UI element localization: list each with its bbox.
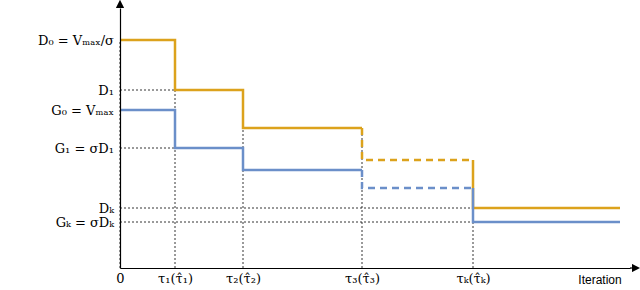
plot-area [120,40,620,222]
y-tick-label: Dₖ [99,201,115,216]
step-line [120,110,362,170]
step-line [120,40,362,128]
y-tick: D₁ [98,83,120,98]
step-line [362,128,473,160]
x-arrow [630,267,636,268]
y-tick-label: G₀ = Vₘₐₓ [51,103,114,118]
y-arrow [119,4,120,8]
y-tick: Gₖ = σDₖ [56,215,120,230]
step-line [473,188,620,222]
y-tick-label: D₀ = Vₘₐₓ/σ [38,33,114,48]
y-axis: D₀ = Vₘₐₓ/σ D₁ G₀ = Vₘₐₓ G₁ = σD₁ DₖGₖ = σDₖ [38,9,120,269]
x-guide [362,128,363,268]
y-tick: Dₖ [99,201,120,216]
x-tick: τₖ(τ̂ₖ) [456,268,490,286]
y-tick: G₀ = Vₘₐₓ [51,103,120,118]
y-axis-line [120,9,121,269]
x-tick-label: τ₂(τ̂₂) [226,271,261,286]
x-tick-label: τ₁(τ̂₁) [158,271,193,286]
x-tick: τ₃(τ̂₃) [345,268,380,286]
x-axis-label: Iteration [578,273,621,287]
y-tick-label: Gₖ = σDₖ [56,215,116,230]
y-tick: G₁ = σD₁ [55,141,120,156]
x-tick-label: τ₃(τ̂₃) [345,271,380,286]
x-axis: 0 τ₁(τ̂₁) τ₂(τ̂₂) τ₃(τ̂₃) τₖ(τ̂ₖ) [116,268,630,286]
step-line [362,170,473,188]
guides [120,40,620,268]
x-axis-line [121,268,631,269]
x-tick: 0 [116,268,124,286]
y-tick-label: G₁ = σD₁ [55,141,114,156]
y-tick: D₀ = Vₘₐₓ/σ [38,33,120,48]
step-line [473,160,620,208]
x-tick: τ₁(τ̂₁) [158,268,193,286]
chart: 0 τ₁(τ̂₁) τ₂(τ̂₂) τ₃(τ̂₃) τₖ(τ̂ₖ) D₀ = Vₘₐₓ/σ… [0,0,640,290]
x-tick-label: 0 [116,271,124,286]
x-tick-label: τₖ(τ̂ₖ) [456,271,490,286]
y-tick-label: D₁ [98,83,114,98]
x-tick: τ₂(τ̂₂) [226,268,261,286]
